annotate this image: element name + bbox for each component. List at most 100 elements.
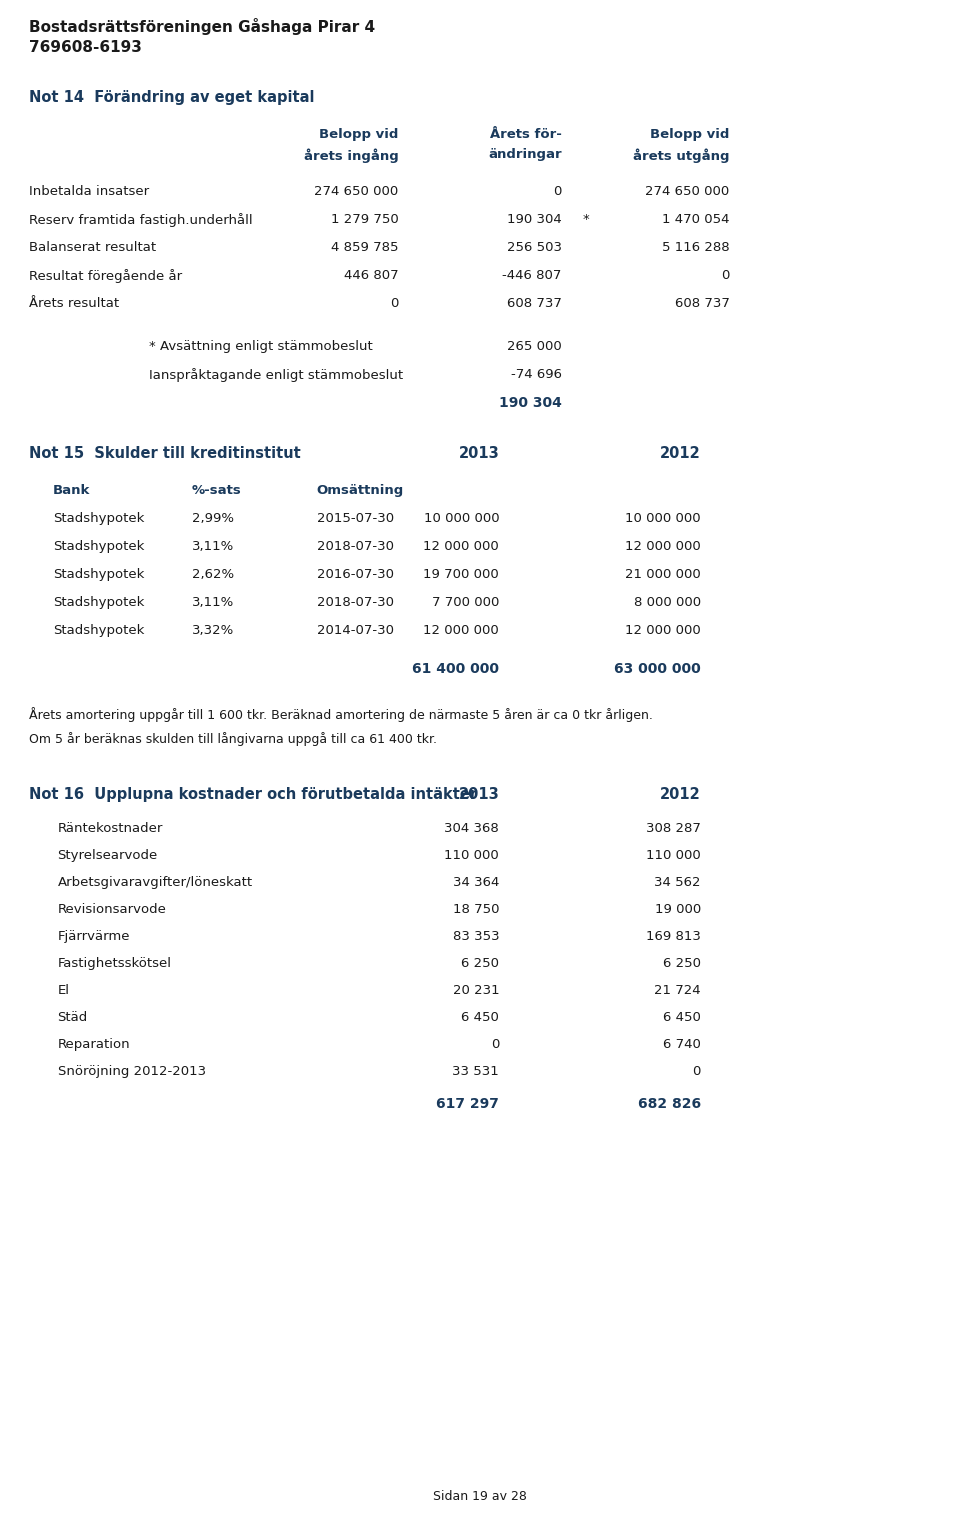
Text: 2012: 2012	[660, 446, 701, 462]
Text: Snöröjning 2012-2013: Snöröjning 2012-2013	[58, 1065, 205, 1078]
Text: 3,32%: 3,32%	[192, 624, 234, 637]
Text: Stadshypotek: Stadshypotek	[53, 624, 144, 637]
Text: årets utgång: årets utgång	[633, 147, 730, 163]
Text: 0: 0	[390, 298, 398, 310]
Text: 2013: 2013	[459, 787, 499, 802]
Text: Fastighetsskötsel: Fastighetsskötsel	[58, 957, 172, 969]
Text: 12 000 000: 12 000 000	[625, 624, 701, 637]
Text: 190 304: 190 304	[499, 396, 562, 410]
Text: Arbetsgivaravgifter/löneskatt: Arbetsgivaravgifter/löneskatt	[58, 876, 252, 890]
Text: 2018-07-30: 2018-07-30	[317, 540, 394, 552]
Text: Omsättning: Omsättning	[317, 485, 404, 497]
Text: Ianspråktagande enligt stämmobeslut: Ianspråktagande enligt stämmobeslut	[149, 368, 403, 382]
Text: El: El	[58, 983, 69, 997]
Text: Årets resultat: Årets resultat	[29, 298, 119, 310]
Text: 274 650 000: 274 650 000	[314, 186, 398, 198]
Text: 12 000 000: 12 000 000	[625, 540, 701, 552]
Text: 83 353: 83 353	[452, 930, 499, 943]
Text: 2,99%: 2,99%	[192, 512, 234, 525]
Text: 0: 0	[692, 1065, 701, 1078]
Text: 169 813: 169 813	[646, 930, 701, 943]
Text: 33 531: 33 531	[452, 1065, 499, 1078]
Text: Belopp vid: Belopp vid	[319, 127, 398, 141]
Text: 2015-07-30: 2015-07-30	[317, 512, 394, 525]
Text: 617 297: 617 297	[437, 1097, 499, 1111]
Text: 6 250: 6 250	[662, 957, 701, 969]
Text: 0: 0	[491, 1039, 499, 1051]
Text: 2018-07-30: 2018-07-30	[317, 597, 394, 609]
Text: 21 000 000: 21 000 000	[625, 568, 701, 581]
Text: Stadshypotek: Stadshypotek	[53, 597, 144, 609]
Text: 21 724: 21 724	[654, 983, 701, 997]
Text: 608 737: 608 737	[507, 298, 562, 310]
Text: 18 750: 18 750	[453, 904, 499, 916]
Text: Not 14  Förändring av eget kapital: Not 14 Förändring av eget kapital	[29, 91, 314, 104]
Text: 5 116 288: 5 116 288	[662, 241, 730, 255]
Text: Not 16  Upplupna kostnader och förutbetalda intäkter: Not 16 Upplupna kostnader och förutbetal…	[29, 787, 477, 802]
Text: 0: 0	[721, 268, 730, 282]
Text: 2012: 2012	[660, 787, 701, 802]
Text: 61 400 000: 61 400 000	[412, 663, 499, 676]
Text: 6 450: 6 450	[462, 1011, 499, 1025]
Text: 6 450: 6 450	[663, 1011, 701, 1025]
Text: 110 000: 110 000	[646, 848, 701, 862]
Text: Bank: Bank	[53, 485, 90, 497]
Text: 304 368: 304 368	[444, 822, 499, 834]
Text: -74 696: -74 696	[511, 368, 562, 380]
Text: Reserv framtida fastigh.underhåll: Reserv framtida fastigh.underhåll	[29, 213, 252, 227]
Text: 2014-07-30: 2014-07-30	[317, 624, 394, 637]
Text: *: *	[583, 213, 589, 225]
Text: 110 000: 110 000	[444, 848, 499, 862]
Text: Stadshypotek: Stadshypotek	[53, 568, 144, 581]
Text: 8 000 000: 8 000 000	[634, 597, 701, 609]
Text: 256 503: 256 503	[507, 241, 562, 255]
Text: 12 000 000: 12 000 000	[423, 540, 499, 552]
Text: Stadshypotek: Stadshypotek	[53, 512, 144, 525]
Text: * Avsättning enligt stämmobeslut: * Avsättning enligt stämmobeslut	[149, 341, 372, 353]
Text: 682 826: 682 826	[637, 1097, 701, 1111]
Text: 1 279 750: 1 279 750	[330, 213, 398, 225]
Text: 19 000: 19 000	[655, 904, 701, 916]
Text: Revisionsarvode: Revisionsarvode	[58, 904, 166, 916]
Text: 10 000 000: 10 000 000	[625, 512, 701, 525]
Text: Belopp vid: Belopp vid	[650, 127, 730, 141]
Text: årets ingång: årets ingång	[303, 147, 398, 163]
Text: 769608-6193: 769608-6193	[29, 40, 142, 55]
Text: Om 5 år beräknas skulden till långivarna uppgå till ca 61 400 tkr.: Om 5 år beräknas skulden till långivarna…	[29, 732, 437, 746]
Text: 10 000 000: 10 000 000	[423, 512, 499, 525]
Text: 1 470 054: 1 470 054	[662, 213, 730, 225]
Text: Fjärrvärme: Fjärrvärme	[58, 930, 131, 943]
Text: 34 562: 34 562	[655, 876, 701, 890]
Text: Styrelsearvode: Styrelsearvode	[58, 848, 157, 862]
Text: 3,11%: 3,11%	[192, 540, 234, 552]
Text: 20 231: 20 231	[452, 983, 499, 997]
Text: ändringar: ändringar	[488, 147, 562, 161]
Text: 0: 0	[553, 186, 562, 198]
Text: 2013: 2013	[459, 446, 499, 462]
Text: 4 859 785: 4 859 785	[331, 241, 398, 255]
Text: Balanserat resultat: Balanserat resultat	[29, 241, 156, 255]
Text: Not 15  Skulder till kreditinstitut: Not 15 Skulder till kreditinstitut	[29, 446, 300, 462]
Text: 3,11%: 3,11%	[192, 597, 234, 609]
Text: 608 737: 608 737	[675, 298, 730, 310]
Text: 6 740: 6 740	[663, 1039, 701, 1051]
Text: Årets för-: Årets för-	[490, 127, 562, 141]
Text: 2,62%: 2,62%	[192, 568, 234, 581]
Text: Städ: Städ	[58, 1011, 88, 1025]
Text: 7 700 000: 7 700 000	[432, 597, 499, 609]
Text: 265 000: 265 000	[507, 341, 562, 353]
Text: Stadshypotek: Stadshypotek	[53, 540, 144, 552]
Text: 34 364: 34 364	[453, 876, 499, 890]
Text: Sidan 19 av 28: Sidan 19 av 28	[433, 1490, 527, 1503]
Text: Årets amortering uppgår till 1 600 tkr. Beräknad amortering de närmaste 5 åren ä: Årets amortering uppgår till 1 600 tkr. …	[29, 707, 653, 723]
Text: Bostadsrättsföreningen Gåshaga Pirar 4: Bostadsrättsföreningen Gåshaga Pirar 4	[29, 18, 375, 35]
Text: 308 287: 308 287	[646, 822, 701, 834]
Text: 19 700 000: 19 700 000	[423, 568, 499, 581]
Text: 6 250: 6 250	[461, 957, 499, 969]
Text: %-sats: %-sats	[192, 485, 242, 497]
Text: Resultat föregående år: Resultat föregående år	[29, 268, 182, 282]
Text: 12 000 000: 12 000 000	[423, 624, 499, 637]
Text: Inbetalda insatser: Inbetalda insatser	[29, 186, 149, 198]
Text: 190 304: 190 304	[507, 213, 562, 225]
Text: Räntekostnader: Räntekostnader	[58, 822, 163, 834]
